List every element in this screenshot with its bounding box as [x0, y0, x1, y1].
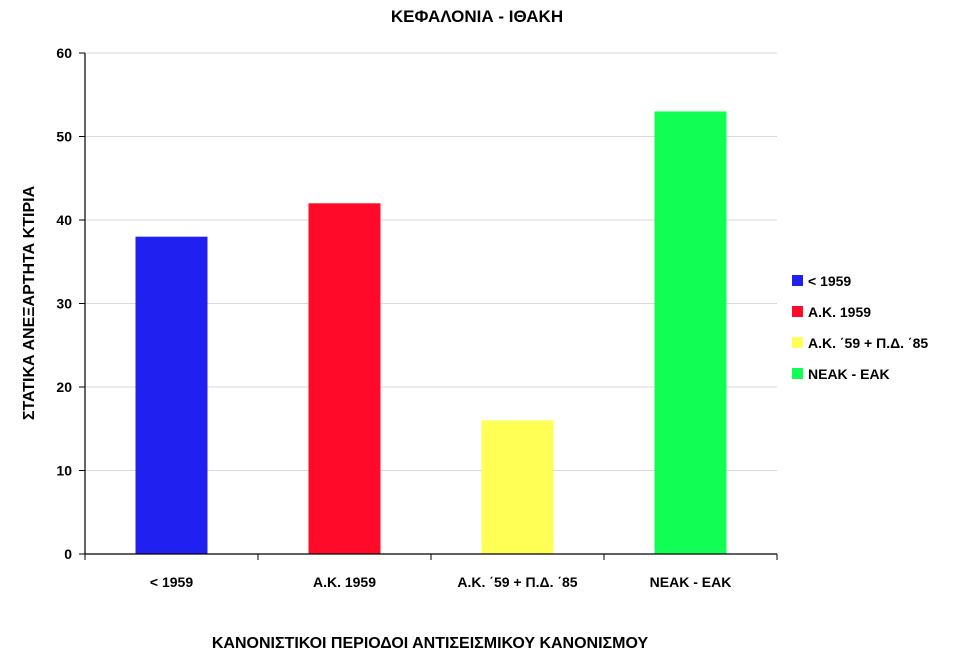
legend-swatch [792, 337, 803, 348]
y-tick-label: 60 [56, 45, 72, 61]
y-tick-label: 40 [56, 212, 72, 228]
x-axis-label: ΚΑΝΟΝΙΣΤΙΚΟΙ ΠΕΡΙΟΔΟΙ ΑΝΤΙΣΕΙΣΜΙΚΟΥ ΚΑΝΟ… [212, 635, 649, 652]
x-tick-label: Α.Κ. ΄59 + Π.Δ. ΄85 [457, 574, 577, 590]
bar [654, 111, 727, 554]
y-tick-label: 10 [56, 463, 72, 479]
y-tick-label: 0 [64, 546, 72, 562]
y-axis-label: ΣΤΑΤΙΚΑ ΑΝΕΞΑΡΤΗΤΑ ΚΤΙΡΙΑ [21, 185, 38, 420]
x-tick-label: < 1959 [150, 574, 193, 590]
bars [135, 111, 727, 555]
chart-title: ΚΕΦΑΛΟΝΙΑ - ΙΘΑΚΗ [391, 7, 563, 26]
legend-entry: ΝΕΑΚ - ΕΑΚ [808, 366, 890, 382]
bar [135, 236, 208, 554]
x-tick-label: Α.Κ. 1959 [313, 574, 376, 590]
legend: < 1959 Α.Κ. 1959 Α.Κ. ΄59 + Π.Δ. ΄85 ΝΕΑΚ -… [792, 273, 928, 382]
axes [79, 52, 778, 560]
legend-swatch [792, 368, 803, 379]
x-tick-label: ΝΕΑΚ - ΕΑΚ [650, 574, 732, 590]
legend-entry: < 1959 [808, 273, 851, 289]
legend-swatch [792, 306, 803, 317]
y-tick-label: 20 [56, 379, 72, 395]
y-tick-labels: 0 10 20 30 40 50 60 [56, 45, 72, 562]
legend-entry: Α.Κ. 1959 [808, 304, 871, 320]
bar [481, 420, 554, 554]
x-tick-labels: < 1959 Α.Κ. 1959 Α.Κ. ΄59 + Π.Δ. ΄85 ΝΕΑΚ -… [150, 574, 731, 590]
legend-entry: Α.Κ. ΄59 + Π.Δ. ΄85 [808, 335, 928, 351]
y-tick-label: 30 [56, 296, 72, 312]
y-tick-label: 50 [56, 129, 72, 145]
bar [308, 203, 381, 555]
legend-swatch [792, 275, 803, 286]
